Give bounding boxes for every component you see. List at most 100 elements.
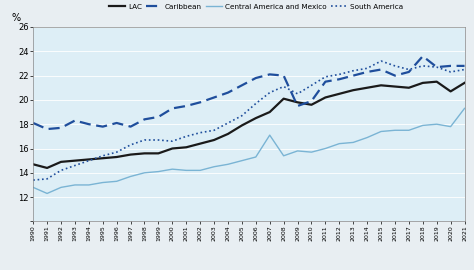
Caribbean: [406, 70, 412, 73]
South America: [350, 69, 356, 72]
Line: Central America and Mexico: Central America and Mexico: [33, 108, 465, 193]
Central America and Mexico: [114, 180, 119, 183]
Caribbean: [211, 96, 217, 99]
LAC: [86, 158, 91, 161]
Caribbean: [239, 84, 245, 87]
South America: [128, 143, 133, 146]
LAC: [322, 96, 328, 99]
Central America and Mexico: [170, 167, 175, 171]
Central America and Mexico: [197, 169, 203, 172]
LAC: [225, 132, 231, 136]
Central America and Mexico: [337, 142, 342, 145]
LAC: [420, 81, 426, 85]
South America: [267, 91, 273, 94]
South America: [365, 67, 370, 70]
Caribbean: [128, 125, 133, 128]
Caribbean: [420, 55, 426, 58]
Caribbean: [434, 66, 439, 69]
LAC: [239, 124, 245, 127]
LAC: [406, 86, 412, 89]
LAC: [30, 163, 36, 166]
Caribbean: [183, 104, 189, 107]
South America: [44, 177, 50, 180]
South America: [281, 85, 286, 88]
South America: [406, 68, 412, 71]
Central America and Mexico: [72, 183, 78, 187]
Central America and Mexico: [309, 151, 314, 154]
South America: [225, 121, 231, 124]
LAC: [350, 89, 356, 92]
Central America and Mexico: [434, 123, 439, 126]
South America: [253, 102, 259, 105]
LAC: [197, 142, 203, 145]
Caribbean: [72, 119, 78, 122]
Caribbean: [170, 107, 175, 110]
South America: [392, 64, 398, 68]
Line: South America: South America: [33, 61, 465, 180]
South America: [155, 138, 161, 141]
LAC: [72, 159, 78, 162]
Caribbean: [350, 74, 356, 77]
South America: [322, 75, 328, 78]
Caribbean: [392, 74, 398, 77]
Caribbean: [378, 68, 384, 71]
Central America and Mexico: [225, 163, 231, 166]
LAC: [183, 146, 189, 149]
Central America and Mexico: [155, 170, 161, 173]
LAC: [128, 153, 133, 156]
Caribbean: [281, 74, 286, 77]
LAC: [309, 103, 314, 106]
South America: [86, 159, 91, 162]
Central America and Mexico: [365, 136, 370, 139]
LAC: [100, 157, 106, 160]
South America: [142, 138, 147, 141]
Legend: LAC, Caribbean, Central America and Mexico, South America: LAC, Caribbean, Central America and Mexi…: [109, 4, 403, 10]
Central America and Mexico: [183, 169, 189, 172]
Central America and Mexico: [267, 133, 273, 137]
Central America and Mexico: [44, 192, 50, 195]
Central America and Mexico: [58, 186, 64, 189]
LAC: [337, 92, 342, 96]
LAC: [142, 152, 147, 155]
South America: [337, 73, 342, 76]
LAC: [44, 166, 50, 170]
Caribbean: [462, 64, 467, 68]
Caribbean: [337, 78, 342, 81]
LAC: [434, 80, 439, 83]
LAC: [281, 97, 286, 100]
Line: LAC: LAC: [33, 82, 465, 168]
Central America and Mexico: [128, 175, 133, 178]
LAC: [58, 160, 64, 163]
Central America and Mexico: [322, 147, 328, 150]
South America: [58, 169, 64, 172]
South America: [211, 129, 217, 132]
Central America and Mexico: [392, 129, 398, 132]
Caribbean: [225, 91, 231, 94]
South America: [462, 68, 467, 71]
Central America and Mexico: [378, 130, 384, 133]
Central America and Mexico: [406, 129, 412, 132]
South America: [239, 114, 245, 117]
South America: [114, 151, 119, 154]
LAC: [462, 81, 467, 85]
Caribbean: [448, 64, 454, 68]
LAC: [211, 138, 217, 141]
LAC: [155, 152, 161, 155]
Text: %: %: [11, 13, 21, 23]
South America: [183, 135, 189, 138]
Caribbean: [100, 125, 106, 128]
Central America and Mexico: [239, 159, 245, 162]
South America: [448, 70, 454, 73]
LAC: [267, 110, 273, 114]
South America: [378, 59, 384, 63]
LAC: [365, 86, 370, 89]
Caribbean: [155, 115, 161, 119]
Caribbean: [309, 100, 314, 103]
Caribbean: [86, 123, 91, 126]
South America: [30, 178, 36, 182]
South America: [197, 131, 203, 134]
South America: [295, 92, 301, 96]
Caribbean: [30, 121, 36, 124]
Central America and Mexico: [142, 171, 147, 174]
LAC: [448, 90, 454, 93]
